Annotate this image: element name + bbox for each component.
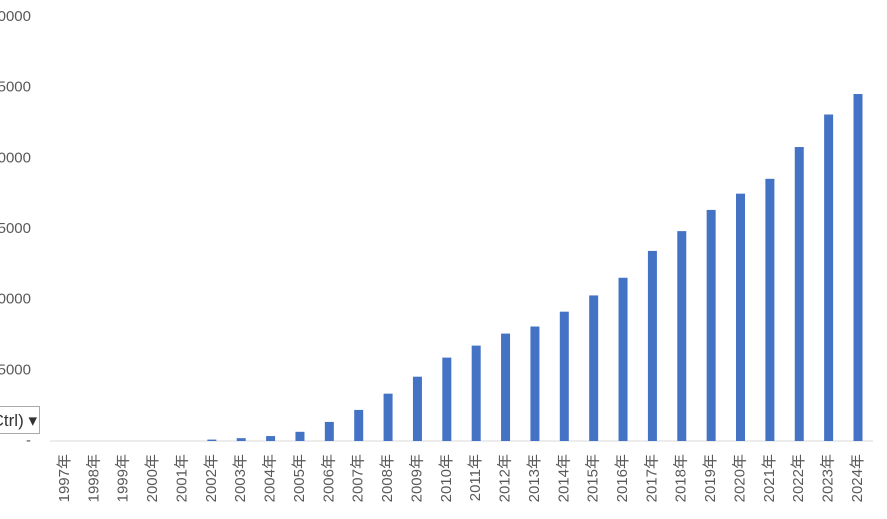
bar <box>706 209 716 441</box>
x-tick-label: 1997年 <box>56 454 73 502</box>
x-tick-label: 2006年 <box>320 454 337 502</box>
x-tick-label: 2017年 <box>643 454 660 502</box>
x-tick-label: 2018年 <box>673 454 690 502</box>
bar <box>207 439 217 441</box>
x-tick-label: 2012年 <box>497 454 514 502</box>
bar <box>853 94 863 441</box>
x-tick-label: 2001年 <box>173 454 190 502</box>
bar <box>559 311 569 441</box>
bar <box>501 333 511 441</box>
bar <box>354 409 364 441</box>
paste-options-button[interactable]: (Ctrl) ▾ <box>0 406 40 434</box>
bar <box>794 147 804 441</box>
x-tick-label: 2005年 <box>291 454 308 502</box>
x-tick-label: 2000年 <box>144 454 161 502</box>
x-tick-label: 2011年 <box>467 454 484 501</box>
x-tick-label: 2015年 <box>585 454 602 502</box>
bar <box>589 295 599 441</box>
x-tick-label: 2010年 <box>438 454 455 502</box>
y-tick-label: 30000 <box>0 8 31 25</box>
bar <box>295 431 305 441</box>
x-tick-label: 2007年 <box>350 454 367 502</box>
bar <box>266 436 276 441</box>
bar <box>530 326 540 441</box>
bar <box>324 421 334 441</box>
x-tick-label: 2021年 <box>761 454 778 502</box>
bar <box>765 178 775 441</box>
x-tick-label: 2003年 <box>232 454 249 502</box>
x-tick-label: 2008年 <box>379 454 396 502</box>
bar <box>736 193 746 441</box>
bar <box>677 231 687 441</box>
x-tick-label: 1998年 <box>85 454 102 502</box>
y-tick-label: 20000 <box>0 149 31 166</box>
paste-options-label: (Ctrl) <box>0 411 24 430</box>
x-tick-label: 2022年 <box>790 454 807 502</box>
y-tick-label: - <box>26 432 31 449</box>
x-tick-label: 2019年 <box>702 454 719 502</box>
x-tick-label: 1999年 <box>115 454 132 502</box>
bar <box>647 250 657 441</box>
x-tick-label: 2023年 <box>820 454 837 502</box>
bar <box>618 277 628 441</box>
bar <box>824 114 834 442</box>
x-tick-label: 2016年 <box>614 454 631 502</box>
y-tick-label: 5000 <box>0 361 31 378</box>
y-tick-label: 15000 <box>0 220 31 237</box>
x-tick-label: 2004年 <box>262 454 279 502</box>
x-tick-label: 2009年 <box>408 454 425 502</box>
x-tick-label: 2020年 <box>731 454 748 502</box>
x-tick-label: 2013年 <box>526 454 543 502</box>
bar <box>471 345 481 441</box>
x-tick-label: 2002年 <box>203 454 220 502</box>
y-tick-label: 25000 <box>0 79 31 96</box>
x-tick-label: 2024年 <box>849 454 866 502</box>
bar <box>412 376 422 441</box>
x-tick-label: 2014年 <box>555 454 572 502</box>
bar <box>442 357 452 441</box>
y-tick-label: 10000 <box>0 291 31 308</box>
bar <box>236 438 246 441</box>
bar <box>383 393 393 441</box>
